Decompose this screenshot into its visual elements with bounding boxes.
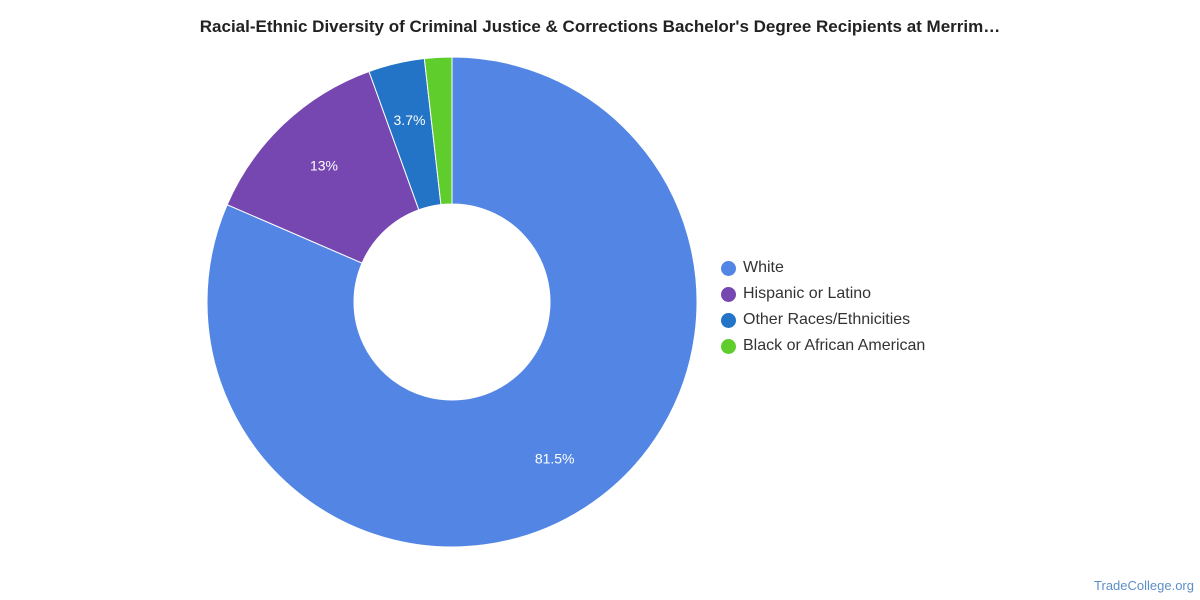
slice-black-or-african-american[interactable]: [423, 56, 453, 206]
legend-item-black-or-african-american[interactable]: Black or African American: [721, 333, 925, 359]
legend-item-hispanic-or-latino[interactable]: Hispanic or Latino: [721, 281, 925, 307]
legend-label: Hispanic or Latino: [743, 285, 872, 302]
legend-swatch: [721, 312, 736, 328]
legend-label: White: [743, 259, 784, 276]
legend-swatch: [721, 338, 736, 354]
slice-hispanic-or-latino[interactable]: [226, 70, 420, 264]
slice-white[interactable]: [206, 56, 698, 548]
legend-swatch: [721, 260, 736, 276]
slice-data-label: 13%: [310, 158, 338, 174]
legend-swatch: [721, 286, 736, 302]
slice-data-label: 81.5%: [535, 450, 575, 466]
watermark[interactable]: TradeCollege.org: [1094, 578, 1194, 593]
legend-item-other-races-ethnicities[interactable]: Other Races/Ethnicities: [721, 307, 925, 333]
slice-data-label: 3.7%: [394, 112, 426, 128]
chart-title: Racial-Ethnic Diversity of Criminal Just…: [199, 17, 1001, 36]
legend: White Hispanic or Latino Other Races/Ethni…: [721, 255, 925, 359]
legend-label: Black or African American: [743, 337, 926, 354]
legend-label: Other Races/Ethnicities: [743, 311, 911, 328]
legend-item-white[interactable]: White: [721, 255, 925, 281]
